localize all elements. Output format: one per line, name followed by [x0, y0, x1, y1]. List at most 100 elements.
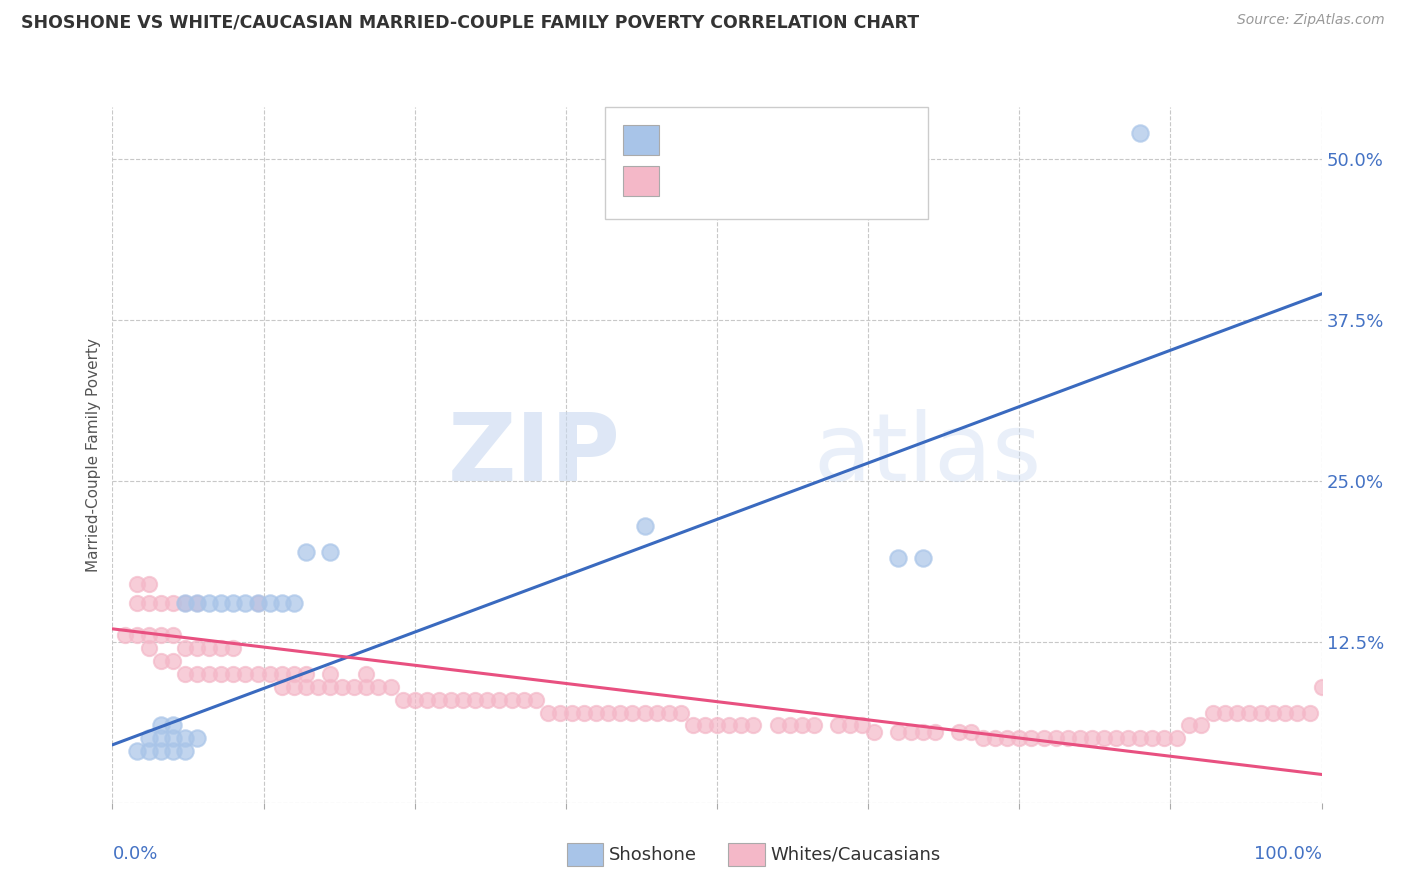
Point [138, 731, 160, 746]
Point [186, 641, 208, 656]
Point [585, 706, 607, 720]
Point [259, 667, 281, 681]
Point [1263, 706, 1285, 720]
Point [149, 596, 172, 610]
Point [149, 744, 172, 758]
Point [380, 680, 402, 694]
Point [235, 667, 257, 681]
Point [259, 596, 281, 610]
Point [501, 692, 523, 706]
Point [283, 680, 305, 694]
Point [295, 667, 318, 681]
Point [125, 744, 148, 758]
Point [416, 692, 439, 706]
Point [319, 544, 342, 558]
Point [790, 718, 813, 732]
Point [222, 667, 245, 681]
Point [174, 667, 197, 681]
Point [149, 654, 172, 668]
Point [149, 628, 172, 642]
Point [246, 667, 269, 681]
Point [1069, 731, 1091, 746]
Point [186, 596, 208, 610]
Point [887, 551, 910, 566]
Point [1056, 731, 1078, 746]
Point [1021, 731, 1043, 746]
Point [1008, 731, 1031, 746]
Point [162, 731, 184, 746]
Point [343, 680, 366, 694]
Point [827, 718, 849, 732]
Point [198, 667, 221, 681]
Point [174, 641, 197, 656]
Point [839, 718, 862, 732]
Point [1274, 706, 1296, 720]
Point [512, 692, 534, 706]
Point [609, 706, 631, 720]
Text: Source: ZipAtlas.com: Source: ZipAtlas.com [1237, 13, 1385, 28]
Point [572, 706, 595, 720]
Point [1250, 706, 1272, 720]
Point [851, 718, 873, 732]
Point [911, 551, 934, 566]
Point [766, 718, 789, 732]
Point [548, 706, 571, 720]
Point [1142, 731, 1164, 746]
Point [1166, 731, 1188, 746]
Point [367, 680, 389, 694]
Point [162, 596, 184, 610]
Point [984, 731, 1007, 746]
Point [222, 641, 245, 656]
Point [319, 667, 342, 681]
Point [537, 706, 560, 720]
Point [222, 596, 245, 610]
Point [1032, 731, 1054, 746]
Point [803, 718, 825, 732]
Point [283, 667, 305, 681]
Text: ZIP: ZIP [447, 409, 620, 501]
Point [924, 725, 946, 739]
Point [948, 725, 970, 739]
Point [138, 628, 160, 642]
Point [1116, 731, 1139, 746]
Point [174, 731, 197, 746]
Point [283, 596, 305, 610]
Point [186, 667, 208, 681]
Text: R =  -0.865  N =  197: R = -0.865 N = 197 [668, 172, 862, 190]
Point [356, 667, 378, 681]
Point [209, 667, 232, 681]
Point [1129, 731, 1152, 746]
Point [900, 725, 922, 739]
Point [162, 628, 184, 642]
Point [561, 706, 583, 720]
Point [427, 692, 450, 706]
Point [1226, 706, 1249, 720]
Point [246, 596, 269, 610]
Point [209, 596, 232, 610]
Point [149, 718, 172, 732]
Point [125, 576, 148, 591]
Point [477, 692, 499, 706]
Point [391, 692, 413, 706]
Point [270, 667, 292, 681]
Point [1153, 731, 1175, 746]
Point [524, 692, 547, 706]
Point [693, 718, 716, 732]
Point [863, 725, 886, 739]
Point [1237, 706, 1260, 720]
Point [125, 596, 148, 610]
Point [1310, 680, 1333, 694]
Text: 0.0%: 0.0% [112, 845, 157, 863]
Text: atlas: atlas [814, 409, 1042, 501]
Point [356, 680, 378, 694]
Point [209, 641, 232, 656]
Point [621, 706, 644, 720]
Point [1129, 126, 1152, 140]
Point [633, 518, 655, 533]
Point [779, 718, 801, 732]
Point [174, 596, 197, 610]
Point [295, 680, 318, 694]
Point [730, 718, 752, 732]
Y-axis label: Married-Couple Family Poverty: Married-Couple Family Poverty [86, 338, 101, 572]
Point [742, 718, 765, 732]
